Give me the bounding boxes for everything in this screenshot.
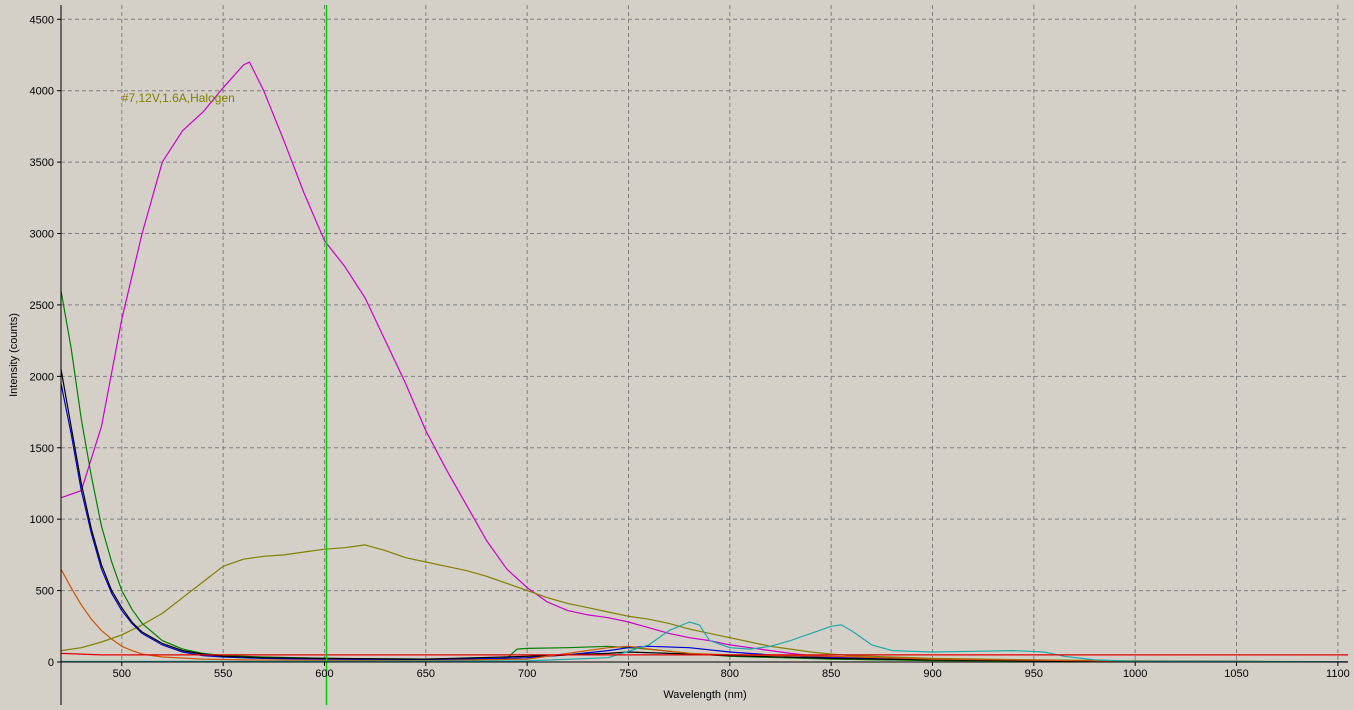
series-line-6 <box>61 621 1349 663</box>
x-tick-label: 900 <box>923 668 941 680</box>
series-line-5 <box>60 568 1349 663</box>
y-tick-label: 3500 <box>30 157 54 169</box>
series-layer <box>60 5 1349 705</box>
x-tick-label: 1050 <box>1224 668 1248 680</box>
grid-layer <box>61 5 1348 662</box>
x-tick-label: 500 <box>113 668 131 680</box>
y-tick-label: 1000 <box>30 514 54 526</box>
label-layer: Wavelength (nm) Intensity (counts) #7,12… <box>8 91 747 701</box>
x-tick-label: 550 <box>214 668 232 680</box>
x-tick-label: 650 <box>417 668 435 680</box>
x-tick-label: 750 <box>619 668 637 680</box>
series-line-3 <box>60 383 1349 663</box>
x-tick-label: 1100 <box>1326 668 1350 680</box>
series-line-7 <box>60 652 1348 656</box>
x-tick-label: 600 <box>315 668 333 680</box>
y-tick-label: 0 <box>48 657 54 669</box>
y-tick-label: 4500 <box>30 14 54 26</box>
y-tick-label: 1500 <box>30 443 54 455</box>
y-axis-label: Intensity (counts) <box>8 313 20 397</box>
x-tick-label: 1000 <box>1123 668 1147 680</box>
y-tick-label: 2500 <box>30 300 54 312</box>
series-line-2 <box>60 290 1349 663</box>
y-tick-label: 500 <box>36 586 54 598</box>
x-tick-label: 950 <box>1025 668 1043 680</box>
x-tick-label: 850 <box>822 668 840 680</box>
series-annotation: #7,12V,1.6A,Halogen <box>122 91 235 105</box>
axis-layer: 500 550 600 650 700 750 800 850 900 950 1000 1050 11… <box>30 5 1350 705</box>
series-line-1 <box>60 544 1349 663</box>
x-axis-label: Wavelength (nm) <box>663 689 746 701</box>
x-tick-label: 700 <box>518 668 536 680</box>
y-tick-label: 2000 <box>30 371 54 383</box>
series-line-4 <box>60 369 1349 663</box>
y-tick-label: 3000 <box>30 229 54 241</box>
x-tick-label: 800 <box>721 668 739 680</box>
series-line-0 <box>60 61 1349 663</box>
y-tick-label: 4000 <box>30 86 54 98</box>
